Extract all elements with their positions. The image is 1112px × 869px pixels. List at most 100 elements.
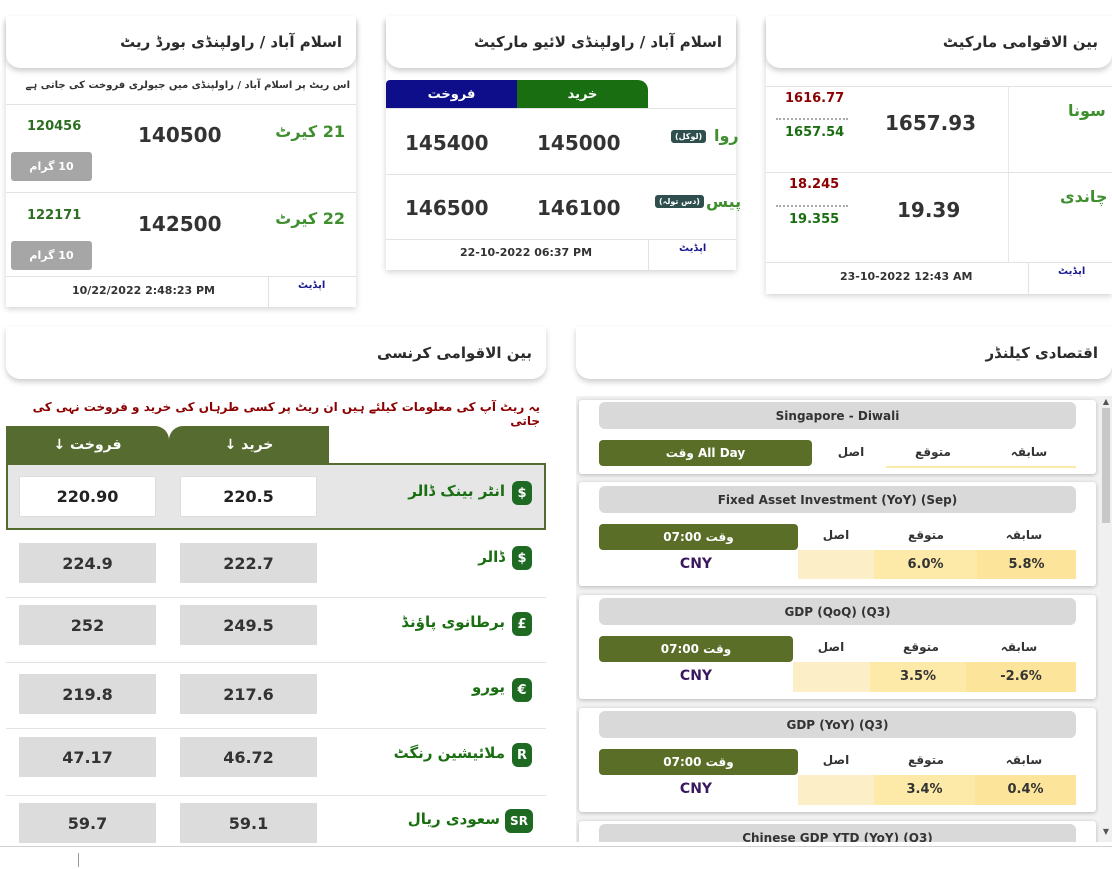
event-time: وقت 07:00 — [599, 636, 793, 662]
currency-buy-pound: 249.5 — [180, 605, 317, 645]
live-tag-pies: (دس تولہ) — [655, 195, 704, 208]
intl-silver-high: 18.245 — [789, 177, 840, 192]
board-update-label: اپڈیٹ — [298, 280, 326, 291]
board-karat-22: 22 کیرٹ — [275, 209, 345, 228]
currency-sell-dollar: 224.9 — [19, 543, 156, 583]
intl-gold-high: 1616.77 — [785, 91, 845, 106]
currency-buy-header: خرید ↓ — [169, 426, 329, 463]
currency-title: بین الاقوامی کرنسی — [377, 344, 532, 362]
event-title: Singapore - Diwali — [599, 402, 1076, 429]
currency-buy-riyal: 59.1 — [180, 803, 317, 843]
board-unit-21: 10 گرام — [11, 152, 92, 181]
currency-sell-riyal: 59.7 — [19, 803, 156, 843]
live-tag-rawa: (لوکل) — [671, 130, 707, 143]
currency-buy-ringgit: 46.72 — [180, 737, 317, 777]
intl-updated-time: 23-10-2022 12:43 AM — [840, 270, 973, 283]
event-time: وقت 07:00 — [599, 749, 798, 775]
live-market-header: اسلام آباد / راولپنڈی لائیو مارکیٹ — [386, 16, 736, 68]
col-previous-label: سابقہ — [1005, 753, 1043, 767]
event-expected: 3.4% — [874, 775, 975, 805]
currency-name-riyal: سعودی ریال — [407, 810, 500, 828]
currency-name-ringgit: ملائیشین رنگٹ — [393, 744, 505, 762]
riyal-icon: SR — [505, 809, 533, 833]
intl-gold-name: سونا — [1068, 101, 1106, 120]
col-expected-label: متوقع — [915, 445, 951, 459]
col-previous-label: سابقہ — [1000, 640, 1038, 654]
intl-silver-name: چاندی — [1060, 187, 1108, 206]
calendar-title: اقتصادی کیلنڈر — [985, 344, 1098, 362]
live-sell-label: فروخت — [386, 80, 517, 108]
event-country: CNY — [679, 781, 713, 797]
board-karat-21: 21 کیرٹ — [275, 122, 345, 141]
live-sell-pies: 146500 — [405, 196, 489, 220]
board-rate-note: اس ریٹ پر اسلام آباد / راولپنڈی میں جیول… — [25, 80, 350, 91]
board-unit-22: 10 گرام — [11, 241, 92, 270]
board-price-22: 142500 — [138, 212, 222, 236]
event-time: وقت 07:00 — [599, 524, 798, 550]
scroll-up-icon[interactable]: ▲ — [1102, 397, 1110, 406]
event-previous: 5.8% — [977, 550, 1076, 579]
live-buy-pies: 146100 — [537, 196, 621, 220]
bottom-caret — [78, 853, 79, 867]
currency-name-euro: یورو — [472, 678, 505, 696]
event-country: CNY — [679, 556, 713, 572]
live-name-rawa: روا — [714, 126, 739, 145]
currency-sell-header: فروخت ↓ — [6, 426, 169, 463]
event-title: GDP (YoY) (Q3) — [599, 711, 1076, 738]
intl-update-label: اپڈیٹ — [1058, 266, 1086, 277]
event-previous: -2.6% — [966, 662, 1076, 692]
col-expected-label: متوقع — [903, 640, 939, 654]
currency-buy-dollar: 222.7 — [180, 543, 317, 583]
bottom-divider — [0, 846, 1112, 847]
pound-icon: £ — [512, 612, 532, 636]
intl-gold-price: 1657.93 — [885, 111, 977, 135]
calendar-scroll-thumb[interactable] — [1102, 408, 1110, 523]
intl-silver-price: 19.39 — [897, 198, 961, 222]
event-title: Fixed Asset Investment (YoY) (Sep) — [599, 486, 1076, 513]
event-title: Chinese GDP YTD (YoY) (Q3) — [599, 824, 1076, 842]
event-expected: 6.0% — [874, 550, 977, 579]
col-expected-label: متوقع — [908, 753, 944, 767]
calendar-header: اقتصادی کیلنڈر — [576, 327, 1112, 379]
dollar-icon: $ — [512, 481, 532, 505]
currency-note: یہ ریٹ آپ کی معلومات کیلئے ہیں ان ریٹ پر… — [32, 400, 540, 428]
live-name-pies: پیس — [706, 192, 742, 211]
board-price-21: 140500 — [138, 123, 222, 147]
currency-name-interbank: انٹر بینک ڈالر — [408, 482, 505, 500]
intl-gold-low: 1657.54 — [785, 125, 845, 140]
event-country: CNY — [679, 668, 713, 684]
event-title: GDP (QoQ) (Q3) — [599, 598, 1076, 625]
euro-icon: € — [512, 678, 532, 702]
currency-header: بین الاقوامی کرنسی — [6, 327, 546, 379]
event-previous: 0.4% — [975, 775, 1076, 805]
currency-name-pound: برطانوی پاؤنڈ — [401, 613, 505, 631]
board-low-21: 120456 — [27, 119, 82, 134]
board-low-22: 122171 — [27, 208, 82, 223]
board-updated-time: 10/22/2022 2:48:23 PM — [72, 284, 215, 297]
live-updated-time: 22-10-2022 06:37 PM — [460, 246, 593, 259]
currency-name-dollar: ڈالر — [478, 548, 505, 566]
intl-market-header: بین الاقوامی مارکیٹ — [766, 16, 1112, 68]
col-previous-label: سابقہ — [1010, 445, 1048, 459]
live-sell-rawa: 145400 — [405, 131, 489, 155]
intl-market-title: بین الاقوامی مارکیٹ — [942, 33, 1098, 51]
event-expected: 3.5% — [870, 662, 966, 692]
col-actual-label: اصل — [837, 445, 865, 459]
currency-sell-euro: 219.8 — [19, 674, 156, 714]
dollar-icon: $ — [512, 546, 532, 570]
calendar-scroll-area[interactable]: Singapore - Diwali All Day وقت اصل متوقع… — [576, 396, 1112, 842]
col-actual-label: اصل — [817, 640, 845, 654]
currency-row-interbank — [6, 463, 546, 530]
currency-sell-interbank: 220.90 — [19, 476, 156, 517]
currency-buy-interbank: 220.5 — [180, 476, 317, 517]
intl-silver-low: 19.355 — [789, 212, 840, 227]
col-previous-label: سابقہ — [1005, 528, 1043, 542]
ringgit-icon: R — [512, 743, 532, 767]
currency-buy-euro: 217.6 — [180, 674, 317, 714]
col-actual-label: اصل — [822, 753, 850, 767]
live-buy-label: خرید — [517, 80, 648, 108]
col-expected-label: متوقع — [908, 528, 944, 542]
live-update-label: اپڈیٹ — [679, 243, 707, 254]
scroll-down-icon[interactable]: ▼ — [1102, 827, 1110, 836]
event-time: All Day وقت — [599, 440, 812, 466]
